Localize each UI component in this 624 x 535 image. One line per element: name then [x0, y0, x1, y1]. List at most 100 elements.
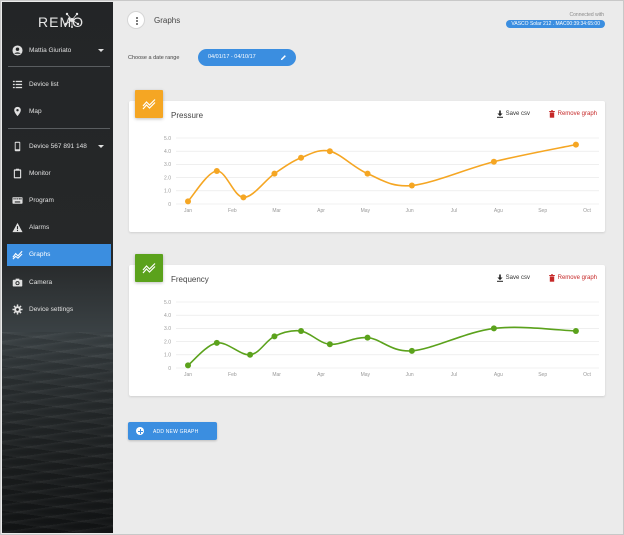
- sidebar-item-label: Device settings: [29, 306, 74, 313]
- main-content: Graphs Connected with VASCO Solar 212 . …: [113, 2, 622, 533]
- data-point: [185, 198, 191, 205]
- data-point: [326, 341, 333, 348]
- y-tick-label: 3.0: [164, 326, 171, 332]
- x-tick-label: Sep: [538, 372, 547, 378]
- logo-network-icon: [64, 12, 80, 28]
- sidebar-item-label: Graphs: [29, 251, 51, 258]
- keyboard-icon: [12, 197, 23, 204]
- sidebar-item-map[interactable]: Map: [7, 101, 111, 123]
- sidebar-item-label: Program: [29, 197, 54, 204]
- map-pin-icon: [14, 106, 21, 117]
- user-avatar-icon: [12, 45, 23, 56]
- pressure-chart: 0 1.0 2.0 3.0 4.0 5.0 Jan Feb Mar Apr May Jun Jul Agu…: [164, 136, 599, 214]
- x-tick-label: May: [361, 372, 371, 378]
- x-tick-label: Apr: [317, 372, 325, 378]
- series-line: [187, 143, 577, 202]
- x-tick-label: Jun: [406, 372, 414, 378]
- download-icon: [496, 274, 503, 282]
- save-csv-button[interactable]: Save csv: [496, 110, 530, 118]
- graph-card-frequency: Frequency Save csv Remove graph 0 1.0 2.0 3…: [129, 254, 605, 396]
- data-point: [298, 154, 305, 161]
- remove-graph-button[interactable]: Remove graph: [548, 274, 597, 282]
- x-tick-label: Mar: [272, 372, 281, 378]
- x-tick-label: Feb: [228, 208, 237, 214]
- data-point: [572, 141, 579, 148]
- sidebar-item-monitor[interactable]: Monitor: [7, 163, 111, 185]
- chart-line-icon: [142, 263, 156, 274]
- warning-icon: [12, 222, 23, 233]
- data-point: [185, 362, 191, 369]
- x-tick-label: Sep: [538, 208, 547, 214]
- data-point: [408, 182, 415, 189]
- remove-graph-label: Remove graph: [557, 275, 597, 281]
- remove-graph-label: Remove graph: [557, 111, 597, 117]
- x-tick-label: Mar: [272, 208, 281, 214]
- y-tick-label: 2.0: [164, 339, 171, 345]
- y-tick-label: 5.0: [164, 300, 171, 306]
- user-name: Mattia Giuriato: [29, 47, 72, 54]
- save-csv-label: Save csv: [505, 275, 530, 281]
- x-tick-label: Jul: [451, 372, 457, 378]
- sidebar-item-camera[interactable]: Camera: [7, 272, 111, 294]
- connected-device-badge: VASCO Solar 212 . MAC00:39:34:65:00: [506, 20, 605, 28]
- sidebar: REMO Mattia Giuriato Device list: [2, 2, 113, 533]
- page-title: Graphs: [154, 16, 181, 25]
- phone-icon: [14, 141, 21, 152]
- connected-label: Connected with: [569, 12, 604, 18]
- sidebar-background-water: [2, 332, 113, 533]
- chevron-down-icon: [98, 145, 104, 148]
- x-tick-label: Feb: [228, 372, 237, 378]
- graph-badge: [135, 90, 163, 118]
- data-point: [247, 351, 254, 358]
- data-point: [213, 339, 220, 346]
- add-new-graph-label: ADD NEW GRAPH: [153, 429, 199, 435]
- x-tick-label: Jan: [184, 208, 192, 214]
- x-tick-label: Jan: [184, 372, 192, 378]
- remove-graph-button[interactable]: Remove graph: [548, 110, 597, 118]
- app-logo: REMO: [2, 10, 113, 34]
- sidebar-item-label: Device list: [29, 81, 59, 88]
- data-point: [490, 158, 497, 165]
- user-menu[interactable]: Mattia Giuriato: [7, 40, 111, 62]
- graph-title: Frequency: [171, 275, 209, 284]
- download-icon: [496, 110, 503, 118]
- chart-line-icon: [12, 250, 23, 260]
- data-point: [408, 347, 415, 354]
- y-tick-label: 0: [168, 202, 171, 208]
- data-point: [364, 334, 371, 341]
- x-tick-label: Jun: [406, 208, 414, 214]
- sidebar-item-alarms[interactable]: Alarms: [7, 217, 111, 239]
- sidebar-divider: [8, 128, 110, 129]
- save-csv-button[interactable]: Save csv: [496, 274, 530, 282]
- sidebar-item-label: Alarms: [29, 224, 50, 231]
- sidebar-item-device[interactable]: Device 567 891 148: [7, 136, 111, 158]
- y-tick-label: 3.0: [164, 162, 171, 168]
- sidebar-item-label: Monitor: [29, 170, 51, 177]
- sidebar-item-graphs[interactable]: Graphs: [7, 244, 111, 266]
- y-tick-label: 1.0: [164, 353, 171, 359]
- data-point: [364, 170, 371, 177]
- data-point: [271, 333, 278, 340]
- y-tick-label: 0: [168, 366, 171, 372]
- more-options-button[interactable]: [127, 11, 145, 29]
- sidebar-item-device-settings[interactable]: Device settings: [7, 299, 111, 321]
- x-tick-label: May: [361, 208, 371, 214]
- data-point: [326, 148, 333, 155]
- date-range-picker[interactable]: 04/01/17 - 04/10/17: [198, 49, 296, 66]
- data-point: [240, 194, 247, 201]
- frequency-chart: 0 1.0 2.0 3.0 4.0 5.0 Jan Feb Mar Apr May Jun Jul Agu…: [164, 300, 599, 378]
- sidebar-divider: [8, 66, 110, 67]
- y-tick-label: 1.0: [164, 189, 171, 195]
- x-tick-label: Oct: [583, 372, 591, 378]
- graph-card-pressure: Pressure Save csv Remove graph 0 1.0 2.0 3.…: [129, 90, 605, 232]
- x-tick-label: Oct: [583, 208, 591, 214]
- date-range-label: Choose a date range: [128, 55, 180, 61]
- graph-badge: [135, 254, 163, 282]
- sidebar-item-device-list[interactable]: Device list: [7, 74, 111, 96]
- chevron-down-icon: [98, 49, 104, 52]
- add-new-graph-button[interactable]: ADD NEW GRAPH: [128, 422, 217, 440]
- graph-title: Pressure: [171, 111, 204, 120]
- x-tick-label: Agu: [494, 372, 503, 378]
- series-line: [187, 326, 576, 366]
- sidebar-item-program[interactable]: Program: [7, 190, 111, 212]
